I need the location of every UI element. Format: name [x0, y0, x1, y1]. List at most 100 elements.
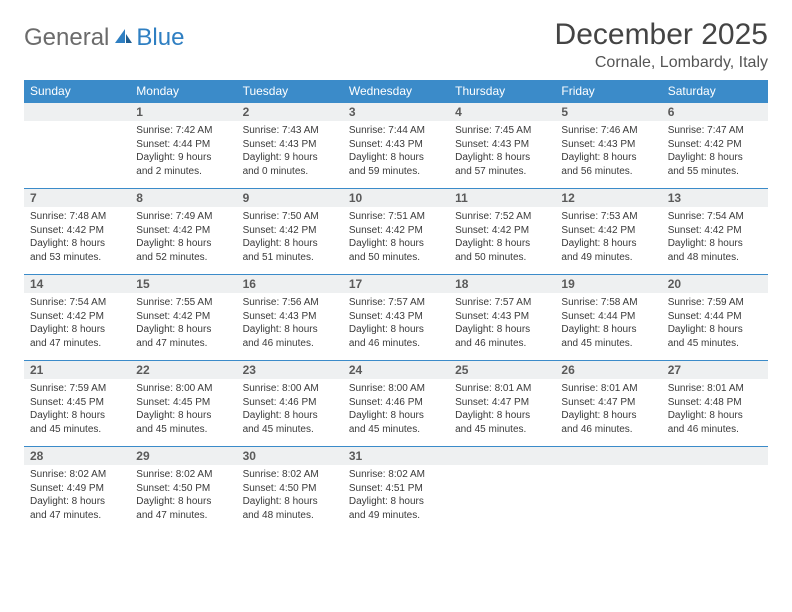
brand-left: General — [24, 24, 109, 52]
calendar-table: SundayMondayTuesdayWednesdayThursdayFrid… — [24, 80, 768, 533]
calendar-day-cell: 14Sunrise: 7:54 AMSunset: 4:42 PMDayligh… — [24, 275, 130, 361]
day-number: 25 — [449, 361, 555, 379]
calendar-day-cell: 10Sunrise: 7:51 AMSunset: 4:42 PMDayligh… — [343, 189, 449, 275]
day-details: Sunrise: 8:01 AMSunset: 4:47 PMDaylight:… — [555, 379, 661, 440]
day-details: Sunrise: 8:02 AMSunset: 4:50 PMDaylight:… — [130, 465, 236, 526]
weekday-header: Saturday — [662, 80, 768, 103]
calendar-day-cell: 30Sunrise: 8:02 AMSunset: 4:50 PMDayligh… — [237, 447, 343, 533]
day-details: Sunrise: 7:46 AMSunset: 4:43 PMDaylight:… — [555, 121, 661, 182]
month-title: December 2025 — [555, 18, 768, 52]
day-details: Sunrise: 7:49 AMSunset: 4:42 PMDaylight:… — [130, 207, 236, 268]
calendar-day-cell: 26Sunrise: 8:01 AMSunset: 4:47 PMDayligh… — [555, 361, 661, 447]
day-details: Sunrise: 7:53 AMSunset: 4:42 PMDaylight:… — [555, 207, 661, 268]
day-number: 26 — [555, 361, 661, 379]
calendar-day-cell: 28Sunrise: 8:02 AMSunset: 4:49 PMDayligh… — [24, 447, 130, 533]
calendar-body: 1Sunrise: 7:42 AMSunset: 4:44 PMDaylight… — [24, 103, 768, 533]
day-number — [555, 447, 661, 465]
day-details: Sunrise: 7:58 AMSunset: 4:44 PMDaylight:… — [555, 293, 661, 354]
day-number: 18 — [449, 275, 555, 293]
calendar-day-cell: 12Sunrise: 7:53 AMSunset: 4:42 PMDayligh… — [555, 189, 661, 275]
day-details: Sunrise: 7:48 AMSunset: 4:42 PMDaylight:… — [24, 207, 130, 268]
calendar-day-cell: 22Sunrise: 8:00 AMSunset: 4:45 PMDayligh… — [130, 361, 236, 447]
day-number: 13 — [662, 189, 768, 207]
calendar-week-row: 28Sunrise: 8:02 AMSunset: 4:49 PMDayligh… — [24, 447, 768, 533]
brand-right: Blue — [136, 24, 184, 52]
calendar-day-cell: 27Sunrise: 8:01 AMSunset: 4:48 PMDayligh… — [662, 361, 768, 447]
calendar-day-cell: 8Sunrise: 7:49 AMSunset: 4:42 PMDaylight… — [130, 189, 236, 275]
calendar-day-cell: 11Sunrise: 7:52 AMSunset: 4:42 PMDayligh… — [449, 189, 555, 275]
calendar-week-row: 7Sunrise: 7:48 AMSunset: 4:42 PMDaylight… — [24, 189, 768, 275]
day-number: 3 — [343, 103, 449, 121]
day-details: Sunrise: 7:45 AMSunset: 4:43 PMDaylight:… — [449, 121, 555, 182]
day-details: Sunrise: 7:55 AMSunset: 4:42 PMDaylight:… — [130, 293, 236, 354]
day-details: Sunrise: 7:59 AMSunset: 4:45 PMDaylight:… — [24, 379, 130, 440]
day-details: Sunrise: 8:00 AMSunset: 4:46 PMDaylight:… — [237, 379, 343, 440]
day-details: Sunrise: 8:02 AMSunset: 4:51 PMDaylight:… — [343, 465, 449, 526]
calendar-day-cell: 4Sunrise: 7:45 AMSunset: 4:43 PMDaylight… — [449, 103, 555, 189]
calendar-week-row: 21Sunrise: 7:59 AMSunset: 4:45 PMDayligh… — [24, 361, 768, 447]
calendar-day-cell: 20Sunrise: 7:59 AMSunset: 4:44 PMDayligh… — [662, 275, 768, 361]
weekday-header: Friday — [555, 80, 661, 103]
calendar-day-cell: 24Sunrise: 8:00 AMSunset: 4:46 PMDayligh… — [343, 361, 449, 447]
day-number: 12 — [555, 189, 661, 207]
day-details: Sunrise: 7:54 AMSunset: 4:42 PMDaylight:… — [662, 207, 768, 268]
day-number: 5 — [555, 103, 661, 121]
weekday-header: Thursday — [449, 80, 555, 103]
calendar-day-cell — [662, 447, 768, 533]
day-number: 15 — [130, 275, 236, 293]
day-details: Sunrise: 7:43 AMSunset: 4:43 PMDaylight:… — [237, 121, 343, 182]
day-number: 16 — [237, 275, 343, 293]
day-details: Sunrise: 7:57 AMSunset: 4:43 PMDaylight:… — [343, 293, 449, 354]
calendar-day-cell: 3Sunrise: 7:44 AMSunset: 4:43 PMDaylight… — [343, 103, 449, 189]
day-number: 8 — [130, 189, 236, 207]
location-subtitle: Cornale, Lombardy, Italy — [555, 54, 768, 72]
day-details: Sunrise: 7:47 AMSunset: 4:42 PMDaylight:… — [662, 121, 768, 182]
day-number: 22 — [130, 361, 236, 379]
calendar-day-cell: 7Sunrise: 7:48 AMSunset: 4:42 PMDaylight… — [24, 189, 130, 275]
day-details: Sunrise: 8:01 AMSunset: 4:47 PMDaylight:… — [449, 379, 555, 440]
day-details: Sunrise: 8:00 AMSunset: 4:46 PMDaylight:… — [343, 379, 449, 440]
day-number: 1 — [130, 103, 236, 121]
day-number: 4 — [449, 103, 555, 121]
day-details: Sunrise: 8:00 AMSunset: 4:45 PMDaylight:… — [130, 379, 236, 440]
calendar-day-cell — [555, 447, 661, 533]
header: General Blue December 2025 Cornale, Lomb… — [24, 18, 768, 72]
day-details: Sunrise: 7:57 AMSunset: 4:43 PMDaylight:… — [449, 293, 555, 354]
day-number: 10 — [343, 189, 449, 207]
calendar-day-cell: 2Sunrise: 7:43 AMSunset: 4:43 PMDaylight… — [237, 103, 343, 189]
day-number: 20 — [662, 275, 768, 293]
calendar-day-cell: 18Sunrise: 7:57 AMSunset: 4:43 PMDayligh… — [449, 275, 555, 361]
calendar-day-cell: 5Sunrise: 7:46 AMSunset: 4:43 PMDaylight… — [555, 103, 661, 189]
day-details: Sunrise: 7:54 AMSunset: 4:42 PMDaylight:… — [24, 293, 130, 354]
calendar-day-cell — [24, 103, 130, 189]
calendar-day-cell: 31Sunrise: 8:02 AMSunset: 4:51 PMDayligh… — [343, 447, 449, 533]
day-number: 30 — [237, 447, 343, 465]
day-details: Sunrise: 8:02 AMSunset: 4:50 PMDaylight:… — [237, 465, 343, 526]
day-number — [662, 447, 768, 465]
calendar-day-cell: 19Sunrise: 7:58 AMSunset: 4:44 PMDayligh… — [555, 275, 661, 361]
title-block: December 2025 Cornale, Lombardy, Italy — [555, 18, 768, 72]
day-number: 7 — [24, 189, 130, 207]
day-details: Sunrise: 7:42 AMSunset: 4:44 PMDaylight:… — [130, 121, 236, 182]
day-details: Sunrise: 8:02 AMSunset: 4:49 PMDaylight:… — [24, 465, 130, 526]
calendar-day-cell: 17Sunrise: 7:57 AMSunset: 4:43 PMDayligh… — [343, 275, 449, 361]
day-number: 23 — [237, 361, 343, 379]
day-number: 14 — [24, 275, 130, 293]
day-number: 6 — [662, 103, 768, 121]
day-number: 11 — [449, 189, 555, 207]
brand-logo: General Blue — [24, 18, 184, 52]
day-number: 31 — [343, 447, 449, 465]
day-details: Sunrise: 7:56 AMSunset: 4:43 PMDaylight:… — [237, 293, 343, 354]
day-number: 21 — [24, 361, 130, 379]
calendar-day-cell: 29Sunrise: 8:02 AMSunset: 4:50 PMDayligh… — [130, 447, 236, 533]
calendar-day-cell: 1Sunrise: 7:42 AMSunset: 4:44 PMDaylight… — [130, 103, 236, 189]
calendar-day-cell: 21Sunrise: 7:59 AMSunset: 4:45 PMDayligh… — [24, 361, 130, 447]
day-number: 29 — [130, 447, 236, 465]
day-number: 19 — [555, 275, 661, 293]
day-number: 17 — [343, 275, 449, 293]
sail-icon — [113, 26, 133, 51]
day-number: 27 — [662, 361, 768, 379]
day-details: Sunrise: 8:01 AMSunset: 4:48 PMDaylight:… — [662, 379, 768, 440]
day-details: Sunrise: 7:59 AMSunset: 4:44 PMDaylight:… — [662, 293, 768, 354]
day-details: Sunrise: 7:50 AMSunset: 4:42 PMDaylight:… — [237, 207, 343, 268]
